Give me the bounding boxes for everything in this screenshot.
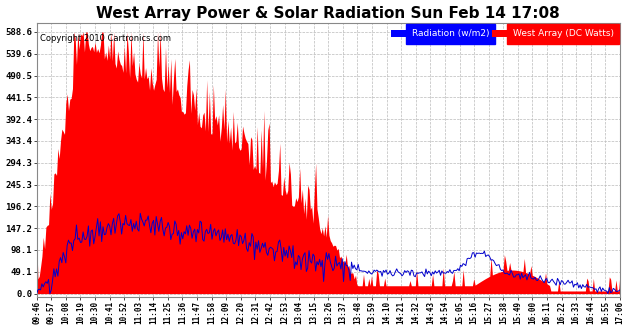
Legend: Radiation (w/m2), West Array (DC Watts): Radiation (w/m2), West Array (DC Watts) xyxy=(389,28,616,40)
Text: Copyright 2010 Cartronics.com: Copyright 2010 Cartronics.com xyxy=(40,34,171,43)
Title: West Array Power & Solar Radiation Sun Feb 14 17:08: West Array Power & Solar Radiation Sun F… xyxy=(96,6,560,20)
